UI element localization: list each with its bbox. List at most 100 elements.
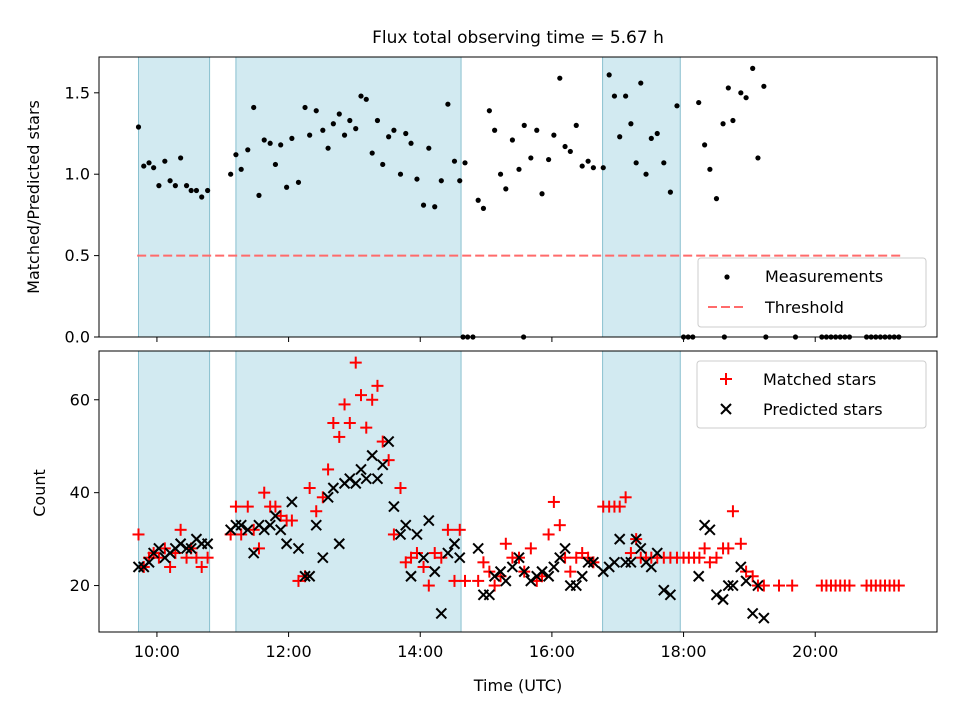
predicted-star-point <box>692 570 705 582</box>
matched-star-point <box>422 579 435 592</box>
cross-b <box>423 514 435 527</box>
measurement-point <box>600 165 606 171</box>
cross-b <box>322 491 334 504</box>
cross-b <box>630 533 642 545</box>
cross-b <box>758 612 770 624</box>
cross-b <box>710 589 723 601</box>
cross-b <box>454 551 466 564</box>
measurement-point <box>516 166 522 172</box>
measurement-point <box>245 147 251 153</box>
measurement-point <box>151 165 157 171</box>
predicted-star-point <box>506 561 519 573</box>
measurement-point <box>633 160 639 166</box>
predicted-star-point <box>735 561 747 573</box>
predicted-star-point <box>576 570 588 582</box>
measurement-point <box>521 122 527 128</box>
measurement-point <box>539 191 545 197</box>
measurement-point <box>167 178 173 184</box>
predicted-star-point <box>613 533 626 545</box>
measurement-point <box>579 163 585 169</box>
predicted-star-point <box>310 519 322 531</box>
cross-b <box>247 547 260 559</box>
measurement-point <box>611 93 618 99</box>
legend-predicted-label: Predicted stars <box>763 400 883 419</box>
measurement-point <box>755 155 761 161</box>
predicted-star-point <box>710 589 723 601</box>
y-tick-label: 1.5 <box>65 83 90 102</box>
cross-b <box>382 435 395 448</box>
matched-star-point <box>382 454 395 467</box>
measurement-point <box>638 80 644 86</box>
matched-star-point <box>417 560 430 573</box>
chart-title: Flux total observing time = 5.67 h <box>372 28 664 48</box>
top-legend-box <box>697 257 927 328</box>
cross-b <box>635 542 647 555</box>
measurement-point <box>403 130 409 137</box>
measurement-point <box>492 127 498 133</box>
cross-b <box>327 482 340 494</box>
measurement-point <box>585 158 591 164</box>
predicted-star-point <box>554 551 566 564</box>
observing-interval-band <box>235 350 462 633</box>
bottom-x-ticks: 10:00 12:00 14:00 16:00 18:00 20:00 <box>134 632 838 661</box>
measurement-point <box>261 137 267 143</box>
cross-b <box>371 473 384 485</box>
matched-star-point <box>564 565 577 578</box>
cross-b <box>518 565 530 578</box>
measurement-point <box>661 160 667 166</box>
matched-star-point <box>892 579 905 592</box>
measurement-point <box>278 142 284 148</box>
predicted-star-point <box>717 593 729 606</box>
measurement-point <box>497 171 504 177</box>
legend-measurements-label: Measurements <box>765 267 883 286</box>
measurement-point <box>551 132 557 138</box>
predicted-star-point <box>327 482 340 494</box>
matched-star-point <box>338 398 351 411</box>
predicted-star-point <box>448 538 461 550</box>
predicted-star-point <box>494 565 507 578</box>
predicted-star-point <box>442 547 454 559</box>
measurement-point <box>233 152 239 158</box>
measurement-point <box>363 96 369 102</box>
bottom-legend-box <box>696 360 927 429</box>
measurement-point <box>386 134 392 140</box>
cross-b <box>576 570 588 582</box>
measurement-point <box>313 108 319 114</box>
cross-b <box>269 510 282 522</box>
top-legend: Measurements Threshold <box>697 257 927 328</box>
predicted-star-point <box>417 551 430 564</box>
measurement-point <box>391 127 397 133</box>
matched-star-point <box>524 542 537 555</box>
x-tick-label: 20:00 <box>792 642 838 661</box>
matched-star-point <box>428 547 441 560</box>
matched-star-point <box>333 430 346 443</box>
matched-star-point <box>285 514 298 527</box>
predicted-star-point <box>704 524 716 536</box>
measurement-point <box>330 121 336 127</box>
cross-b <box>587 556 600 569</box>
predicted-star-point <box>536 565 548 578</box>
matched-star-point <box>773 579 786 592</box>
predicted-star-point <box>350 477 362 490</box>
measurement-point <box>707 166 713 172</box>
predicted-star-point <box>630 533 642 545</box>
measurement-point <box>573 122 579 128</box>
cross-b <box>388 500 400 513</box>
cross-b <box>542 570 555 582</box>
matched-star-point <box>360 421 373 434</box>
cross-b <box>180 542 193 555</box>
measurement-point <box>480 205 487 211</box>
measurement-point <box>295 179 302 185</box>
measurement-point <box>617 134 623 140</box>
measurement-point <box>289 135 295 141</box>
predicted-star-point <box>758 612 770 624</box>
cross-b <box>752 579 764 592</box>
x-tick-label: 10:00 <box>134 642 180 661</box>
matched-star-point <box>693 551 706 564</box>
cross-b <box>394 528 407 541</box>
matched-star-point <box>258 486 271 499</box>
measurement-point <box>172 183 178 189</box>
measurement-point <box>628 121 634 127</box>
matched-star-point <box>410 547 423 560</box>
cross-b <box>613 533 626 545</box>
